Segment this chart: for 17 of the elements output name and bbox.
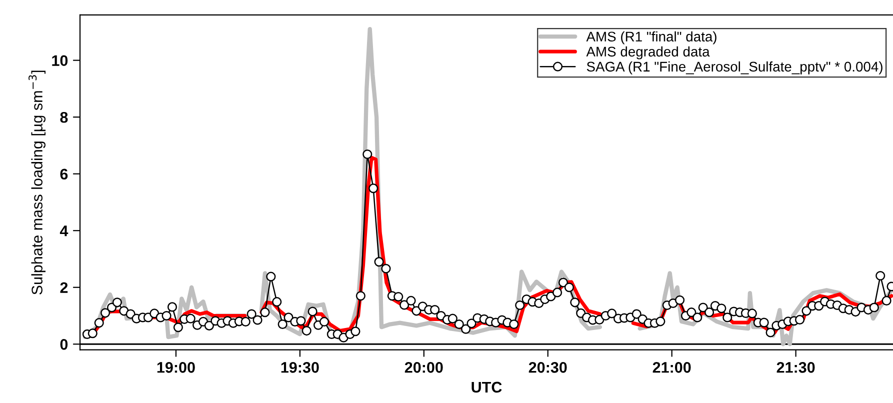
legend-label: AMS (R1 "final" data) xyxy=(586,31,716,44)
y-tick-label: 0 xyxy=(60,338,68,350)
x-tick-label: 20:30 xyxy=(528,362,567,373)
x-tick-label: 21:30 xyxy=(776,362,815,373)
x-axis-title: UTC xyxy=(472,382,502,393)
y-tick-label: 6 xyxy=(60,168,68,180)
legend-label: SAGA (R1 "Fine_Aerosol_Sulfate_pptv" * 0.004) xyxy=(586,61,882,74)
y-tick-label: 8 xyxy=(60,112,68,123)
x-tick-label: 19:00 xyxy=(157,362,195,373)
x-tick-label: 20:00 xyxy=(404,362,443,373)
y-tick-label: 10 xyxy=(52,55,68,66)
x-tick-label: 21:00 xyxy=(652,362,691,373)
x-tick-label: 19:30 xyxy=(281,362,319,373)
y-axis-title: Sulphate mass loading [µg sm$^{−3}$] xyxy=(28,70,46,294)
y-tick-label: 2 xyxy=(60,282,68,293)
y-tick-label: 4 xyxy=(60,226,68,236)
legend-label: AMS degraded data xyxy=(586,46,710,60)
